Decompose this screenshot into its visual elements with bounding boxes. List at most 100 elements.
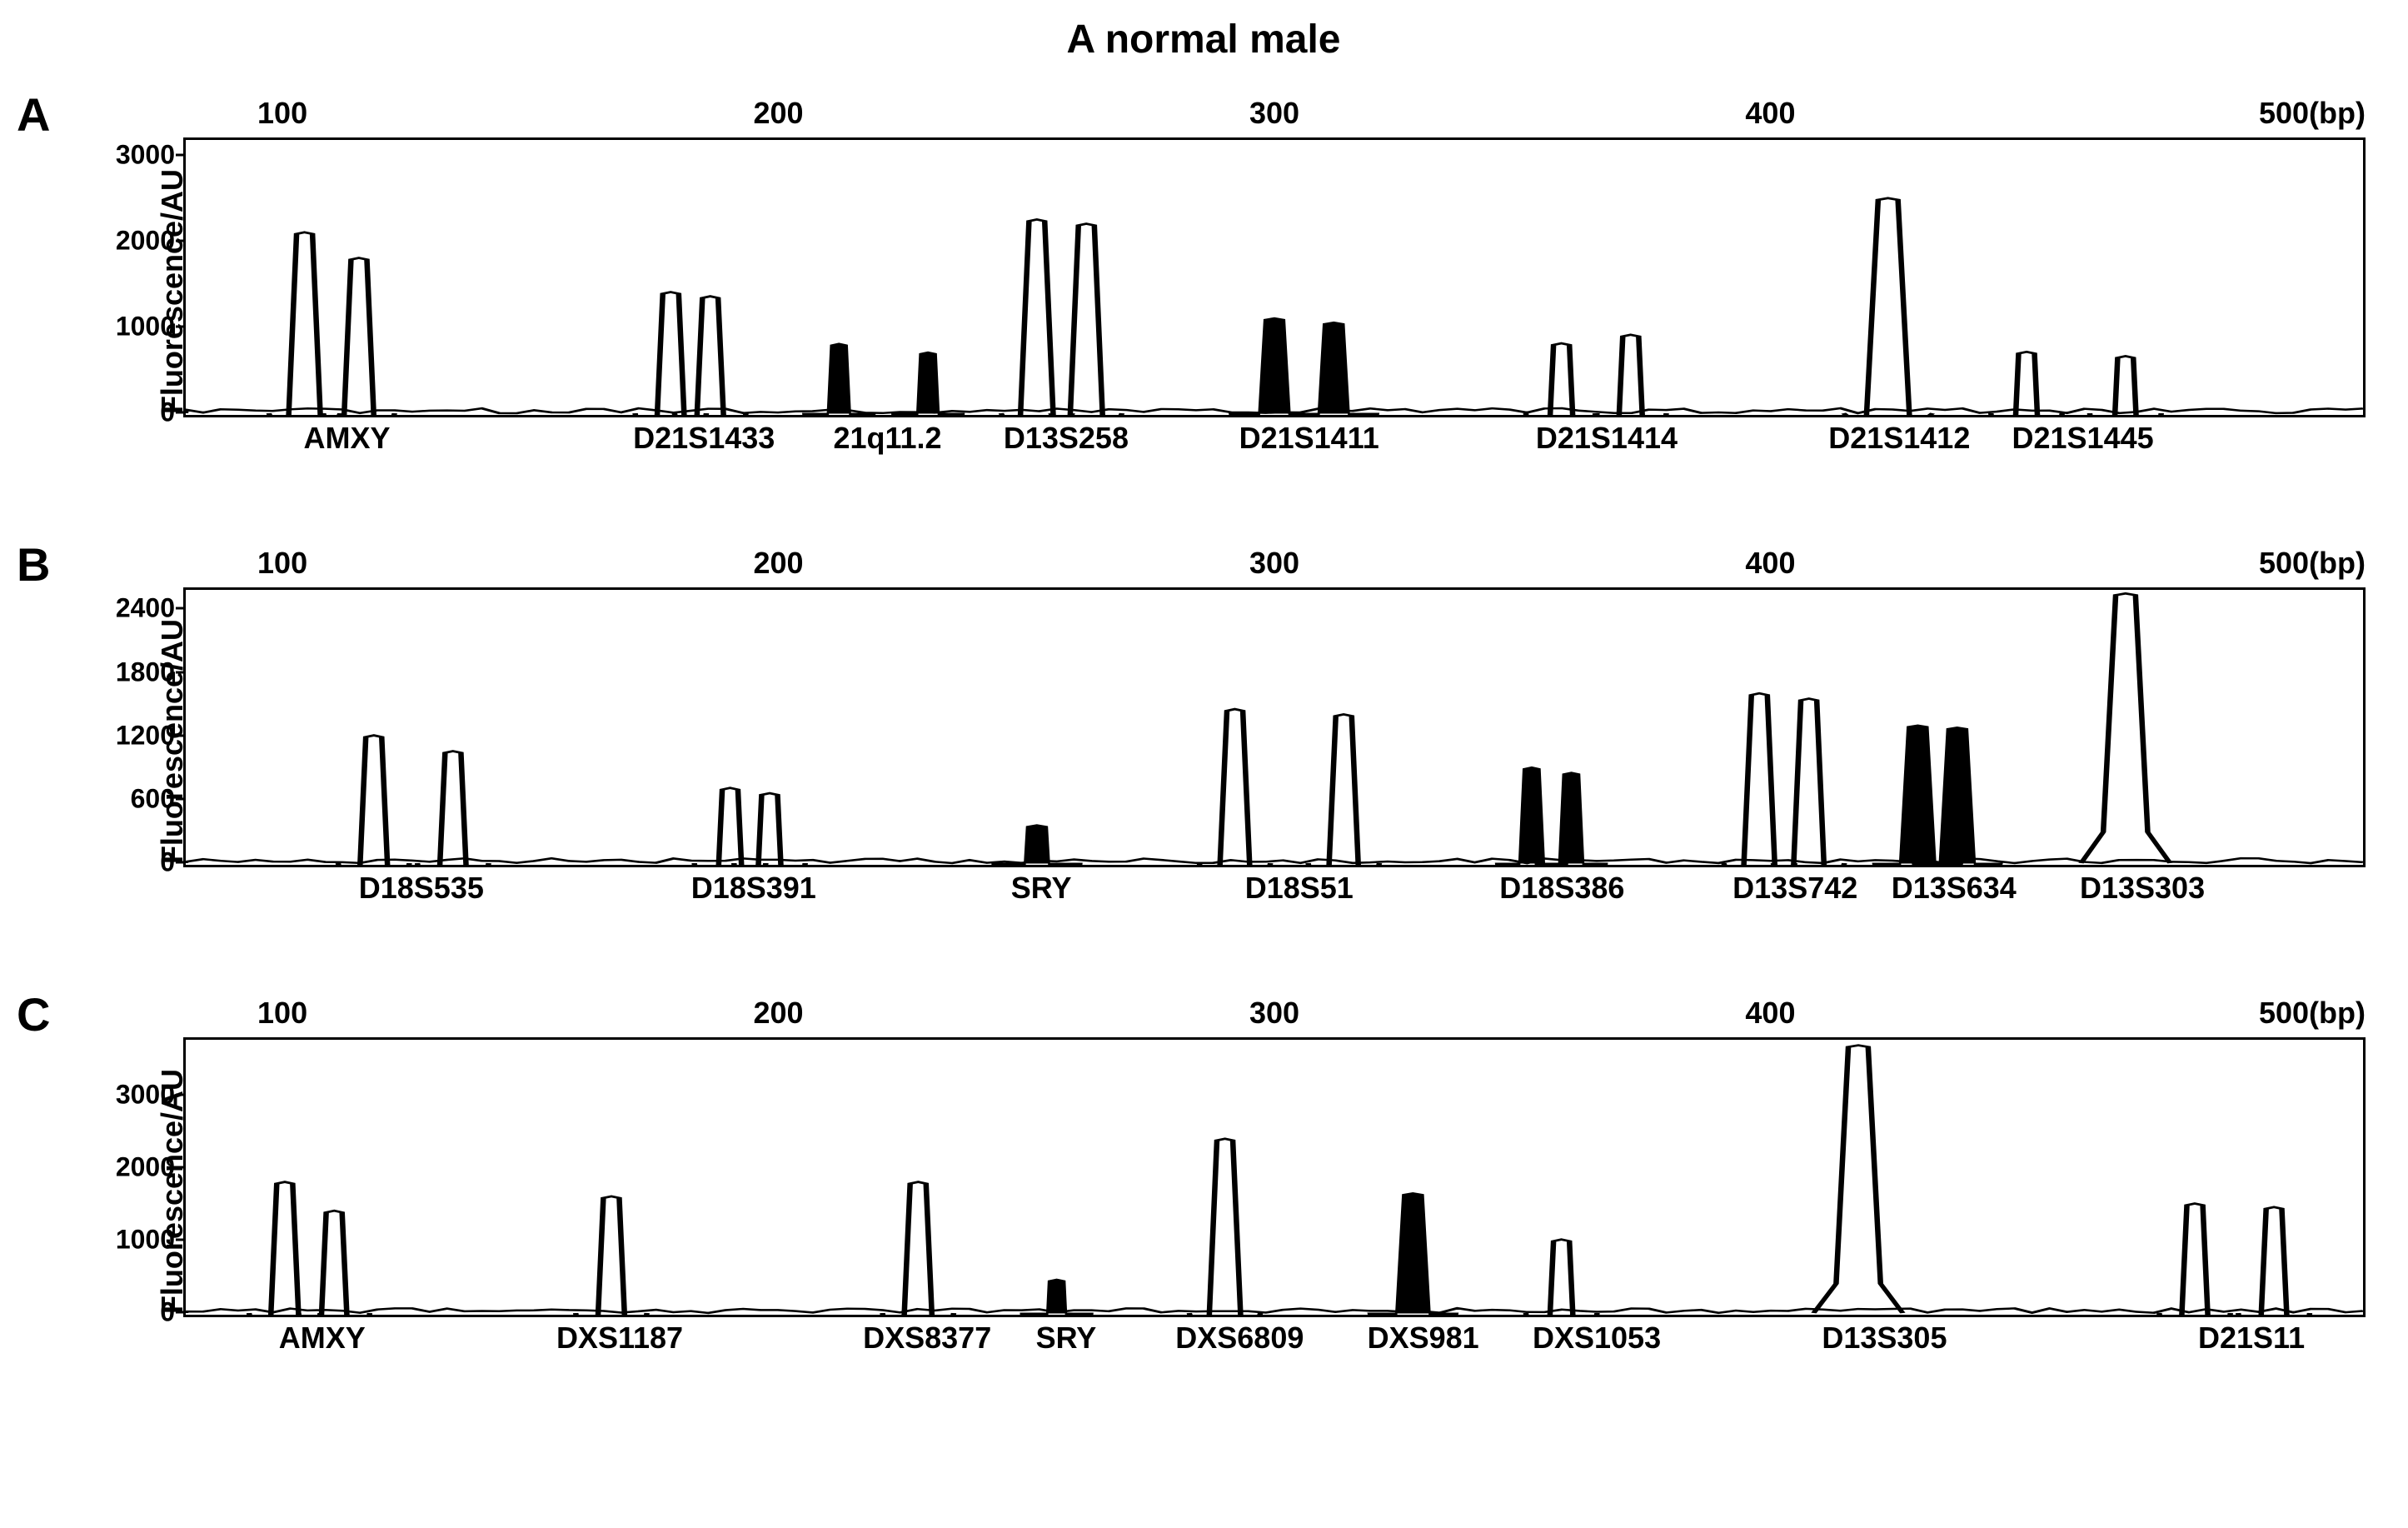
peak [249,1182,320,1315]
marker-label: DXS1053 [1533,1321,1661,1356]
marker-label: D21S1414 [1536,421,1678,456]
y-tick-label: 1200 [116,720,175,751]
plot-area [183,137,2366,417]
peak [417,752,488,866]
peak [1199,709,1270,865]
x-tick-label: 100 [257,546,307,581]
x-tick-label: 200 [753,996,803,1031]
y-axis-ticks: 0100020003000 [117,137,183,412]
peak [1189,1139,1260,1315]
y-tick-label: 0 [160,1297,175,1328]
marker-label: DXS6809 [1175,1321,1304,1356]
figure-title: A normal male [17,17,2391,62]
y-axis-ticks: 0100020003000 [117,1037,183,1312]
marker-label: DXS981 [1368,1321,1479,1356]
peak [1001,219,1073,415]
y-tick-label: 1000 [116,1225,175,1256]
peak [2159,1204,2230,1316]
marker-label: D13S258 [1004,421,1129,456]
y-axis-ticks: 0600120018002400 [117,587,183,862]
marker-label: D13S742 [1732,871,1857,906]
y-tick-label: 2400 [116,593,175,624]
peak [892,352,964,415]
figure: A normal male AFluorescence/AU1002003004… [17,17,2391,1412]
peak [323,258,394,416]
x-tick-label: 400 [1745,96,1795,131]
marker-label: D21S1412 [1828,421,1970,456]
marker-label: D21S1411 [1239,421,1379,456]
y-tick-label: 0 [160,847,175,878]
peaks-svg [186,590,2363,865]
plot-area [183,1037,2366,1317]
peak [1843,198,1932,415]
x-tick-label: 300 [1249,996,1299,1031]
y-tick-label: 3000 [116,139,175,170]
x-tick-label: 100 [257,996,307,1031]
y-tick-label: 2000 [116,225,175,256]
marker-label: AMXY [279,1321,366,1356]
peak [1724,693,1795,865]
marker-labels: AMXYDXS1187DXS8377SRYDXS6809DXS981DXS105… [183,1321,2366,1362]
marker-labels: AMXYD21S143321q11.2D13S258D21S1411D21S14… [183,421,2366,462]
peak [2090,356,2161,415]
peak [1991,352,2062,415]
y-tick-label: 3000 [116,1080,175,1111]
x-tick-label: 400 [1745,546,1795,581]
marker-label: D13S305 [1822,1321,1947,1356]
peak [269,232,340,415]
marker-label: D18S391 [691,871,816,906]
y-tick-label: 1000 [116,311,175,342]
marker-label: D13S303 [2080,871,2205,906]
panel-letter: C [17,987,50,1041]
peak [803,343,875,415]
marker-label: D13S634 [1892,871,2017,906]
marker-label: D18S51 [1245,871,1354,906]
panel-letter: B [17,537,50,592]
peak [1595,335,1666,415]
marker-label: 21q11.2 [833,421,941,456]
peak [576,1196,646,1315]
bp-unit-label: 500(bp) [2259,546,2366,581]
x-axis-labels: 100 200 300 400 500(bp) [183,546,2366,579]
x-tick-label: 400 [1745,996,1795,1031]
marker-label: D18S535 [359,871,484,906]
marker-label: SRY [1036,1321,1097,1356]
peak [1289,322,1378,415]
peak [1369,1193,1458,1315]
peak [338,736,409,865]
panel-C: CFluorescence/AU100200300400500(bp)01000… [17,971,2391,1412]
x-tick-label: 300 [1249,546,1299,581]
marker-labels: D18S535 D18S391 SRY D18S51 D18S386 D13S742 D13… [183,871,2366,912]
marker-label: DXS8377 [863,1321,991,1356]
plot-area [183,587,2366,867]
panels-container: AFluorescence/AU100200300400500(bp)01000… [17,71,2391,1412]
peak [298,1211,369,1315]
peak [1309,714,1379,865]
bp-unit-label: 500(bp) [2259,96,2366,131]
peak [1526,1240,1597,1315]
baseline-noise [186,1308,2363,1313]
peak [1229,317,1319,415]
peak [2238,1207,2310,1315]
peak [1526,343,1597,415]
marker-label: SRY [1011,871,1072,906]
peak [882,1182,953,1315]
y-tick-label: 600 [131,783,175,814]
x-tick-label: 200 [753,546,803,581]
y-tick-label: 2000 [116,1152,175,1183]
x-axis-labels: 100 200 300 400 500(bp) [183,996,2366,1029]
baseline-noise [186,858,2363,863]
peak [1496,767,1567,866]
peak [1773,699,1844,866]
peaks-svg [186,140,2363,415]
y-tick-label: 1800 [116,657,175,687]
peak [1536,772,1607,865]
y-tick-label: 0 [160,397,175,428]
marker-label: AMXY [303,421,390,456]
panel-A: AFluorescence/AU100200300400500(bp)01000… [17,71,2391,512]
peak [1813,1046,1902,1313]
x-tick-label: 200 [753,96,803,131]
peak [2081,593,2170,863]
bp-unit-label: 500(bp) [2259,996,2366,1031]
marker-label: D18S386 [1499,871,1624,906]
